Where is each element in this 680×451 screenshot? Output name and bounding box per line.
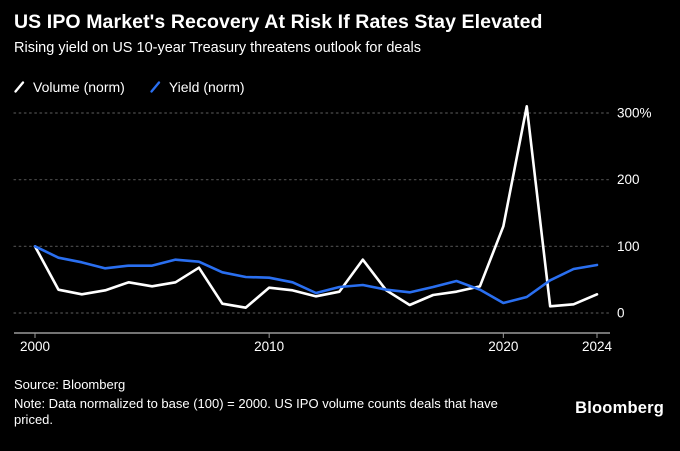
legend-item-volume: Volume (norm) bbox=[13, 79, 125, 95]
chart-subtitle: Rising yield on US 10-year Treasury thre… bbox=[14, 40, 422, 56]
x-axis-tick-label: 2024 bbox=[582, 339, 613, 354]
x-axis-tick-label: 2000 bbox=[20, 339, 50, 354]
series-line-volume bbox=[33, 105, 599, 309]
note-text: Note: Data normalized to base (100) = 20… bbox=[14, 396, 498, 427]
legend-item-yield: Yield (norm) bbox=[149, 79, 245, 95]
series-line-yield bbox=[33, 245, 599, 305]
y-axis-tick-label: 100 bbox=[617, 239, 640, 254]
footer: Source: Bloomberg Note: Data normalized … bbox=[14, 377, 534, 428]
legend: Volume (norm) Yield (norm) bbox=[13, 79, 245, 95]
x-axis-tick-label: 2020 bbox=[488, 339, 518, 354]
volume-line-marker-icon bbox=[14, 81, 25, 93]
legend-label-volume: Volume (norm) bbox=[33, 79, 125, 95]
x-axis-tick-label: 2010 bbox=[254, 339, 284, 354]
y-axis-tick-label: 0 bbox=[617, 306, 625, 321]
legend-label-yield: Yield (norm) bbox=[168, 79, 245, 95]
chart-title: US IPO Market's Recovery At Risk If Rate… bbox=[14, 11, 543, 33]
y-axis-tick-label: 200 bbox=[617, 172, 640, 187]
source-text: Source: Bloomberg bbox=[14, 377, 126, 392]
bloomberg-logo: Bloomberg bbox=[575, 399, 664, 417]
yield-line-marker-icon bbox=[150, 81, 161, 93]
y-axis-tick-label: 300% bbox=[617, 106, 652, 121]
